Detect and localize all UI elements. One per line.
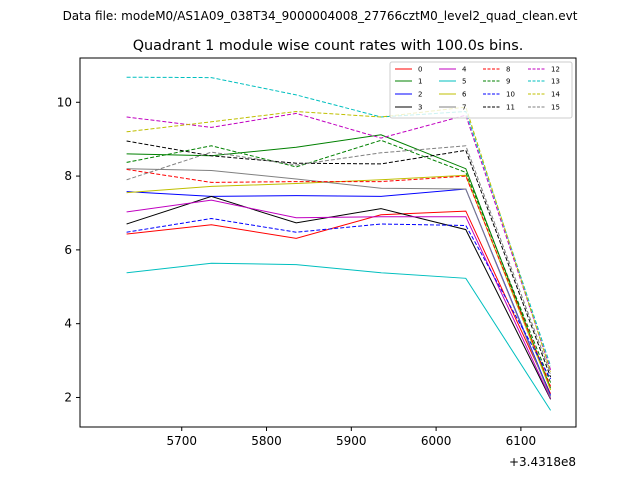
x-tick-label: 5800: [251, 434, 282, 448]
legend-label-11: 11: [506, 104, 515, 112]
y-axis-ticks: 2 4 6 8 10: [57, 95, 80, 404]
legend-label-12: 12: [551, 66, 560, 74]
x-tick-label: 5900: [336, 434, 367, 448]
x-tick-label: 6000: [421, 434, 452, 448]
legend-label-1: 1: [418, 78, 422, 86]
legend-label-2: 2: [418, 91, 422, 99]
x-axis-offset-label: +3.4318e8: [509, 455, 576, 469]
legend-label-5: 5: [462, 78, 466, 86]
series-line-4: [126, 199, 552, 399]
legend-label-9: 9: [506, 78, 510, 86]
series-line-11: [126, 140, 552, 378]
series-line-7: [126, 168, 552, 398]
legend-label-10: 10: [506, 91, 515, 99]
legend-label-3: 3: [418, 104, 422, 112]
y-tick-label: 6: [64, 243, 72, 257]
legend-label-15: 15: [551, 104, 560, 112]
series-line-10: [126, 217, 552, 380]
x-tick-label: 6100: [506, 434, 537, 448]
figure-suptitle: Data file: modeM0/AS1A09_038T34_90000040…: [63, 9, 578, 23]
axes-frame: [79, 57, 577, 428]
legend-label-8: 8: [506, 66, 510, 74]
series-lines: [126, 76, 552, 411]
legend-label-0: 0: [418, 66, 422, 74]
x-tick-label: 5700: [166, 434, 197, 448]
legend-label-4: 4: [462, 66, 467, 74]
x-axis-ticks: 5700 5800 5900 6000 6100: [166, 427, 536, 448]
y-tick-label: 2: [64, 390, 72, 404]
series-line-3: [126, 195, 552, 400]
series-line-14: [126, 106, 552, 372]
chart-title: Quadrant 1 module wise count rates with …: [133, 38, 524, 54]
y-tick-label: 8: [64, 169, 72, 183]
legend-label-13: 13: [551, 78, 560, 86]
y-tick-label: 10: [57, 95, 72, 109]
y-tick-label: 4: [64, 317, 72, 331]
series-line-5: [126, 262, 552, 411]
legend-label-14: 14: [551, 91, 560, 99]
series-line-15: [126, 145, 552, 374]
series-line-2: [126, 188, 552, 396]
series-line-13: [126, 76, 552, 367]
series-line-1: [126, 134, 552, 389]
legend-label-6: 6: [462, 91, 467, 99]
series-line-9: [126, 139, 552, 383]
legend-label-7: 7: [462, 104, 466, 112]
series-line-12: [126, 112, 552, 370]
series-line-0: [126, 210, 552, 395]
series-line-8: [126, 168, 552, 387]
legend-frame: [389, 61, 573, 119]
